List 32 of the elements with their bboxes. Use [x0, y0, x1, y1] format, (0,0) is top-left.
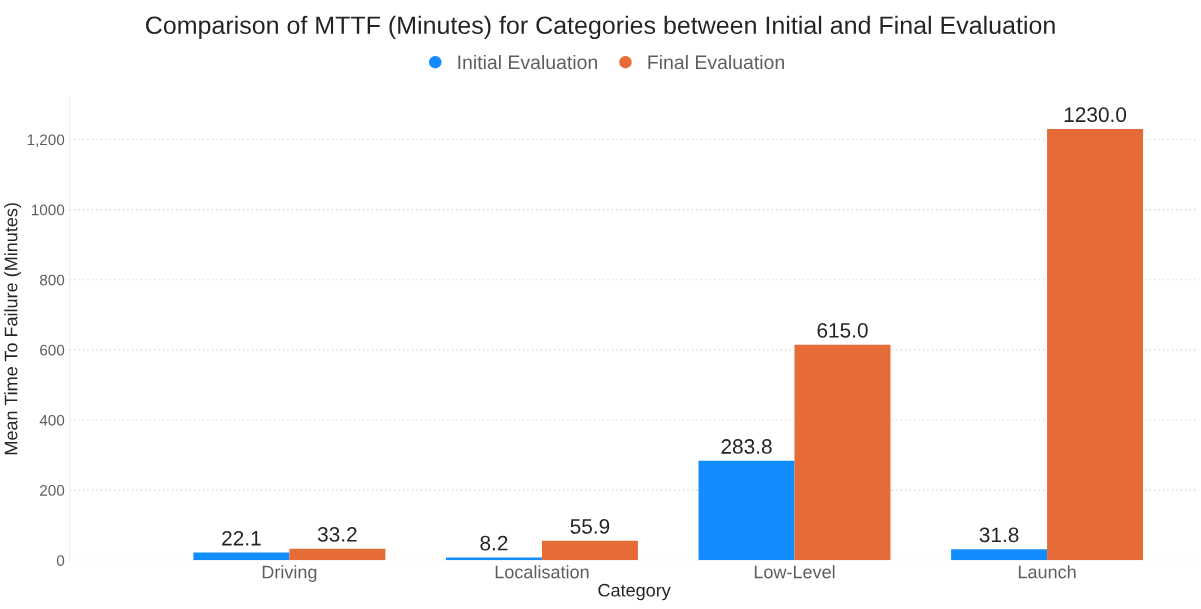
y-tick-label: 800	[39, 274, 65, 286]
legend-label: Final Evaluation	[648, 54, 784, 70]
x-tick-label: Launch	[1018, 565, 1076, 579]
x-axis-title: Category	[598, 583, 671, 601]
bar	[794, 344, 891, 561]
x-tick-label: Low-Level	[754, 565, 835, 579]
data-label: 615.0	[817, 322, 868, 338]
legend-label: Initial Evaluation	[458, 54, 597, 70]
bar	[698, 460, 795, 561]
data-label: 1230.0	[1064, 107, 1127, 123]
y-tick-label: 600	[40, 344, 65, 356]
data-label: 55.9	[570, 519, 610, 534]
bar	[289, 548, 386, 561]
chart-title: Comparison of MTTF (Minutes) for Categories between Initial and Final Evaluation	[146, 15, 1055, 40]
data-label: 33.2	[317, 526, 357, 542]
y-tick-label: 400	[39, 414, 65, 426]
bar	[951, 549, 1048, 561]
y-tick-label: 0	[56, 555, 65, 566]
y-tick-label: 1,200	[27, 134, 65, 148]
data-label: 8.2	[480, 535, 508, 551]
y-tick-label: 200	[40, 485, 65, 496]
bar	[541, 540, 638, 561]
data-label: 31.8	[979, 527, 1019, 543]
x-tick-label: Driving	[262, 565, 317, 582]
bar	[193, 552, 290, 561]
data-label: 283.8	[721, 439, 772, 454]
y-tick-label: 1000	[31, 204, 65, 216]
x-tick-label: Localisation	[495, 565, 589, 579]
y-axis-title: Mean Time To Failure (Minutes)	[4, 203, 22, 455]
bar	[445, 557, 542, 561]
bar	[1047, 129, 1144, 561]
data-label: 22.1	[222, 530, 261, 546]
